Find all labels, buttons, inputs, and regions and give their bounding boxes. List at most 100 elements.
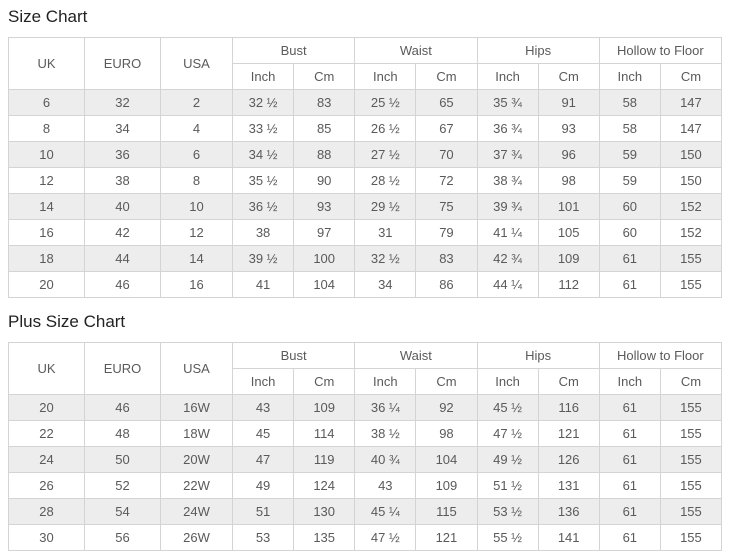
table-cell: 18W	[160, 420, 233, 447]
table-row: 30 56 26W 53 135 47 ½ 121 55 ½ 141 61 155	[8, 524, 723, 551]
table-cell: 56	[84, 524, 161, 551]
table-cell: 98	[415, 420, 478, 447]
table-cell: 45	[231, 420, 295, 447]
table-cell: 48	[84, 420, 161, 447]
table-cell: 155	[659, 524, 723, 551]
table-cell: 33 ½	[231, 115, 295, 142]
column-group-header-waist: Waist	[354, 37, 478, 64]
header-row-units: Inch Cm Inch Cm Inch Cm Inch Cm	[9, 368, 723, 395]
table-cell: 124	[293, 472, 356, 499]
table-cell: 22W	[160, 472, 233, 499]
table-cell: 116	[537, 394, 600, 421]
unit-header-bust-cm: Cm	[293, 368, 356, 395]
table-cell: 83	[293, 89, 356, 116]
unit-header-bust-inch: Inch	[231, 63, 295, 90]
table-cell: 115	[415, 498, 478, 525]
table-cell: 35 ½	[231, 167, 295, 194]
size-chart-title: Size Chart	[8, 7, 88, 26]
table-cell: 109	[293, 394, 356, 421]
unit-header-hips-cm: Cm	[537, 63, 600, 90]
table-cell: 4	[160, 115, 233, 142]
unit-header-waist-cm: Cm	[415, 368, 478, 395]
table-cell: 26	[8, 472, 85, 499]
table-cell: 93	[293, 193, 356, 220]
table-cell: 104	[293, 271, 356, 298]
table-cell: 91	[537, 89, 600, 116]
table-cell: 61	[598, 394, 661, 421]
table-cell: 36	[84, 141, 161, 168]
table-cell: 44	[84, 245, 161, 272]
header-row-groups: UK EURO USA Bust Waist Hips Hollow to Floor	[8, 37, 723, 90]
column-group-header-hollow-to-floor: Hollow to Floor	[598, 37, 723, 64]
table-cell: 61	[598, 472, 661, 499]
table-row: 10 36 6 34 ½ 88 27 ½ 70 37 ¾ 96 59 150	[8, 141, 723, 168]
table-cell: 38	[231, 219, 295, 246]
table-cell: 45 ¼	[354, 498, 417, 525]
table-cell: 34 ½	[231, 141, 295, 168]
unit-header-hollow-to-floor-inch: Inch	[598, 368, 661, 395]
table-cell: 112	[537, 271, 600, 298]
table-cell: 135	[293, 524, 356, 551]
table-cell: 26 ½	[354, 115, 417, 142]
table-cell: 8	[160, 167, 233, 194]
table-cell: 24	[8, 446, 85, 473]
unit-header-waist-cm: Cm	[415, 63, 478, 90]
unit-header-hollow-to-floor-cm: Cm	[659, 368, 723, 395]
column-header-euro: EURO	[84, 37, 161, 90]
table-cell: 47 ½	[354, 524, 417, 551]
table-cell: 83	[415, 245, 478, 272]
table-cell: 39 ¾	[476, 193, 539, 220]
table-cell: 14	[160, 245, 233, 272]
column-group-header-hips: Hips	[476, 342, 600, 369]
table-cell: 121	[415, 524, 478, 551]
table-cell: 114	[293, 420, 356, 447]
table-cell: 55 ½	[476, 524, 539, 551]
table-cell: 98	[537, 167, 600, 194]
table-cell: 43	[231, 394, 295, 421]
table-cell: 47 ½	[476, 420, 539, 447]
table-cell: 32 ½	[354, 245, 417, 272]
table-cell: 26W	[160, 524, 233, 551]
table-cell: 16	[8, 219, 85, 246]
table-cell: 86	[415, 271, 478, 298]
unit-header-hollow-to-floor-inch: Inch	[598, 63, 661, 90]
table-row: 28 54 24W 51 130 45 ¼ 115 53 ½ 136 61 155	[8, 498, 723, 525]
table-cell: 72	[415, 167, 478, 194]
table-cell: 18	[8, 245, 85, 272]
size-chart-section: Size Chart UK EURO USA Bust Waist Hips Hollow …	[8, 6, 723, 298]
table-cell: 58	[598, 89, 661, 116]
table-cell: 14	[8, 193, 85, 220]
table-cell: 131	[537, 472, 600, 499]
table-cell: 53 ½	[476, 498, 539, 525]
table-cell: 42	[84, 219, 161, 246]
table-cell: 61	[598, 420, 661, 447]
table-cell: 147	[659, 115, 723, 142]
column-header-usa: USA	[160, 342, 233, 395]
table-cell: 155	[659, 472, 723, 499]
table-cell: 141	[537, 524, 600, 551]
table-cell: 61	[598, 524, 661, 551]
table-cell: 90	[293, 167, 356, 194]
table-cell: 60	[598, 219, 661, 246]
table-cell: 104	[415, 446, 478, 473]
table-cell: 75	[415, 193, 478, 220]
table-cell: 44 ¼	[476, 271, 539, 298]
table-cell: 121	[537, 420, 600, 447]
table-row: 16 42 12 38 97 31 79 41 ¼ 105 60 152	[8, 219, 723, 246]
table-cell: 79	[415, 219, 478, 246]
plus-size-chart-section: Plus Size Chart UK EURO USA Bust Waist Hips Ho…	[8, 311, 723, 551]
table-cell: 36 ½	[231, 193, 295, 220]
header-row-units: Inch Cm Inch Cm Inch Cm Inch Cm	[9, 63, 723, 90]
table-row: 20 46 16 41 104 34 86 44 ¼ 112 61 155	[8, 271, 723, 298]
table-cell: 101	[537, 193, 600, 220]
table-cell: 20	[8, 394, 85, 421]
unit-header-hips-inch: Inch	[476, 368, 539, 395]
table-cell: 130	[293, 498, 356, 525]
table-cell: 43	[354, 472, 417, 499]
table-cell: 61	[598, 245, 661, 272]
table-cell: 38 ½	[354, 420, 417, 447]
table-cell: 85	[293, 115, 356, 142]
table-cell: 59	[598, 167, 661, 194]
unit-header-bust-inch: Inch	[231, 368, 295, 395]
table-cell: 46	[84, 394, 161, 421]
